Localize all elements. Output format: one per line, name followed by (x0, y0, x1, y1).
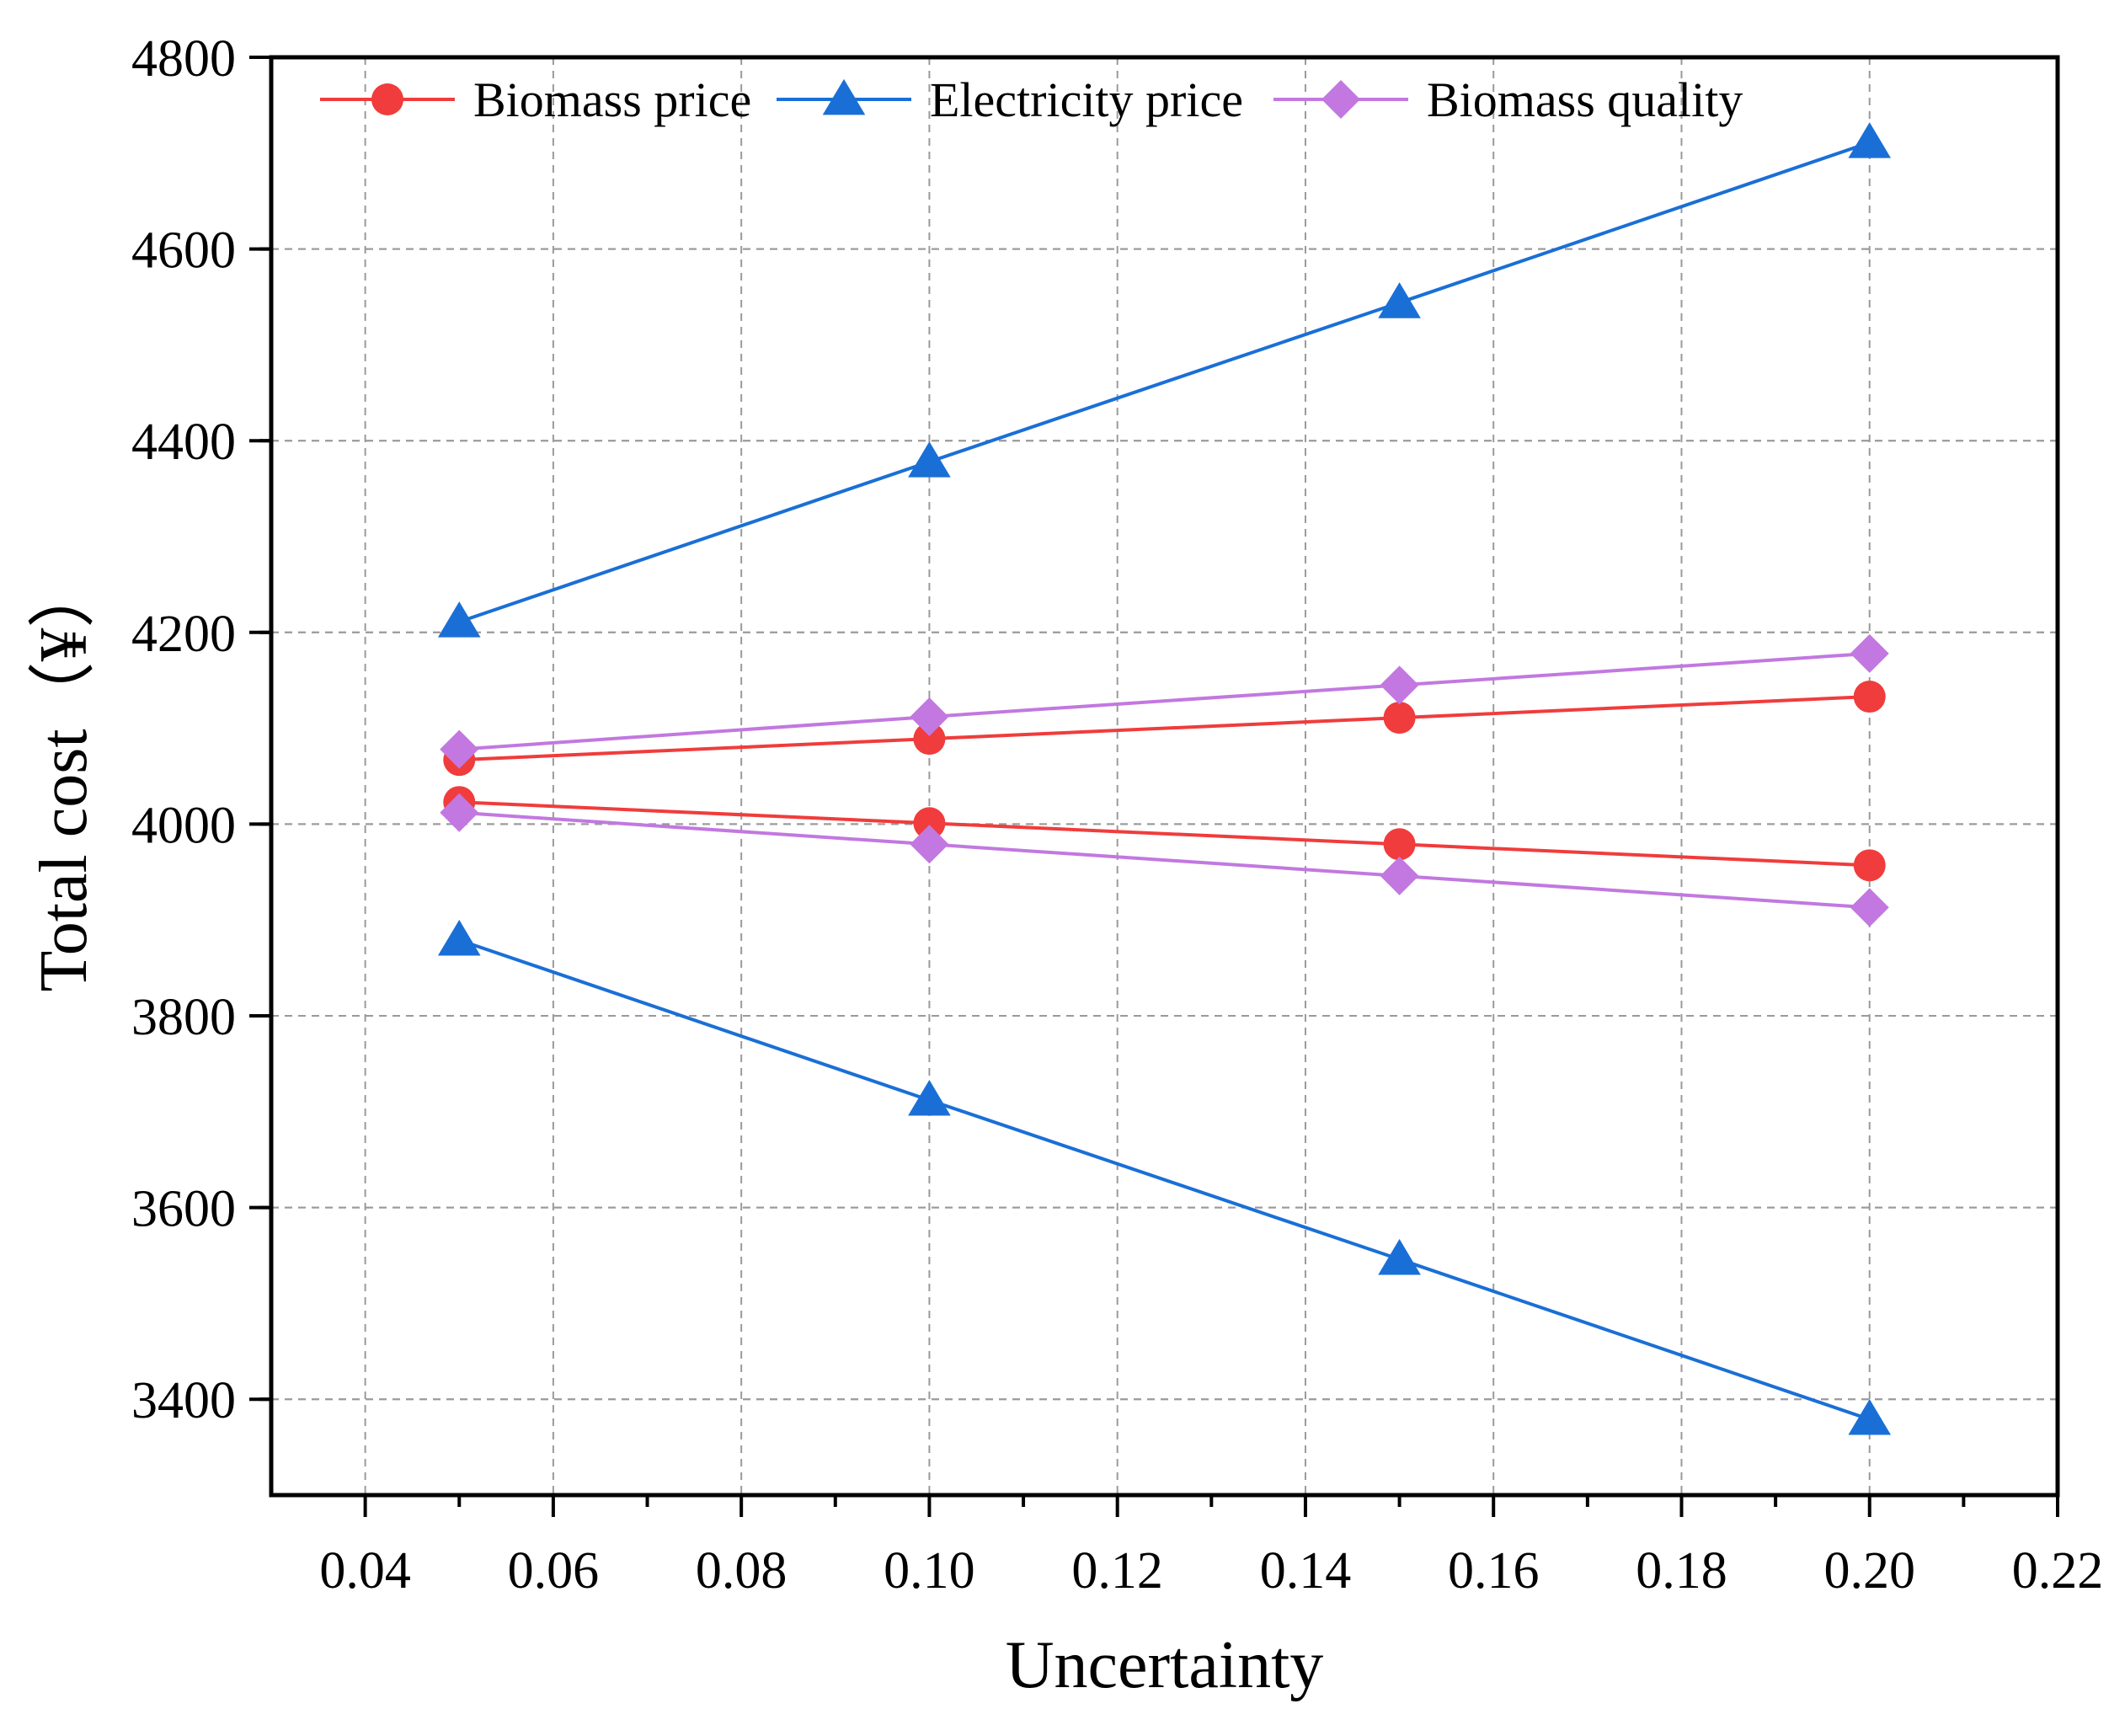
data-point (910, 825, 949, 864)
data-point (910, 697, 949, 736)
legend: Biomass price Electricity price Biomass qu… (320, 72, 1743, 127)
series-layer (437, 122, 1892, 1435)
x-tick-label: 0.18 (1636, 1542, 1727, 1600)
y-tick-label: 3800 (131, 989, 236, 1046)
data-point (440, 729, 479, 769)
legend-swatch-marker (1321, 80, 1360, 119)
x-axis-title: Uncertainty (1006, 1628, 1324, 1702)
legend-label: Biomass price (473, 72, 751, 127)
data-point (1383, 702, 1416, 734)
x-tick-label: 0.20 (1823, 1542, 1915, 1600)
data-point (1853, 849, 1886, 882)
y-axis-title: Total cost（¥） (27, 560, 101, 991)
x-tick-label: 0.22 (2012, 1542, 2104, 1600)
data-point (440, 793, 479, 832)
grid (271, 57, 2058, 1495)
data-point (1380, 856, 1419, 895)
tick-labels: 0.04 0.06 0.08 0.10 0.12 0.14 0.16 0.18 0.20 0.22… (131, 30, 2103, 1600)
series-line (459, 800, 1870, 868)
legend-item: Biomass quality (1273, 72, 1743, 127)
data-point (1850, 633, 1889, 673)
legend-swatch-marker (371, 83, 403, 115)
legend-item: Electricity price (777, 72, 1243, 127)
legend-label: Electricity price (930, 72, 1243, 127)
series-1 (437, 122, 1892, 1435)
legend-label: Biomass quality (1427, 72, 1743, 127)
y-tick-label: 3400 (131, 1372, 236, 1429)
axis-ticks (249, 56, 2059, 1517)
series-2 (440, 633, 1889, 927)
legend-swatch-marker (822, 78, 866, 115)
series-line (459, 651, 1870, 751)
data-point (1378, 1238, 1421, 1275)
data-point (1850, 888, 1889, 927)
x-tick-label: 0.06 (508, 1542, 600, 1600)
data-point (437, 919, 481, 956)
data-point (1848, 122, 1892, 158)
data-point (913, 807, 946, 840)
series-line (459, 810, 1870, 910)
y-tick-label: 4400 (131, 414, 236, 471)
data-point (1378, 282, 1421, 318)
plot-frame (269, 55, 2060, 1498)
data-point (1380, 665, 1419, 705)
x-tick-label: 0.16 (1448, 1542, 1540, 1600)
x-tick-label: 0.08 (696, 1542, 788, 1600)
data-point (1383, 828, 1416, 861)
series-line (458, 938, 1871, 1421)
x-tick-label: 0.10 (884, 1542, 975, 1600)
data-point (908, 441, 951, 478)
y-tick-label: 4200 (131, 606, 236, 663)
x-tick-label: 0.14 (1260, 1542, 1352, 1600)
legend-item: Biomass price (320, 72, 751, 127)
data-point (437, 601, 481, 638)
x-tick-label: 0.04 (319, 1542, 411, 1600)
data-point (1853, 681, 1886, 713)
data-point (908, 1079, 951, 1116)
y-tick-label: 4600 (131, 222, 236, 280)
series-line (458, 141, 1871, 624)
series-0 (443, 681, 1886, 882)
y-tick-label: 3600 (131, 1181, 236, 1238)
y-tick-label: 4800 (131, 30, 236, 88)
series-line (459, 695, 1870, 762)
x-tick-label: 0.12 (1071, 1542, 1163, 1600)
y-tick-label: 4000 (131, 797, 236, 854)
data-point (1848, 1398, 1892, 1435)
data-point (913, 723, 946, 756)
